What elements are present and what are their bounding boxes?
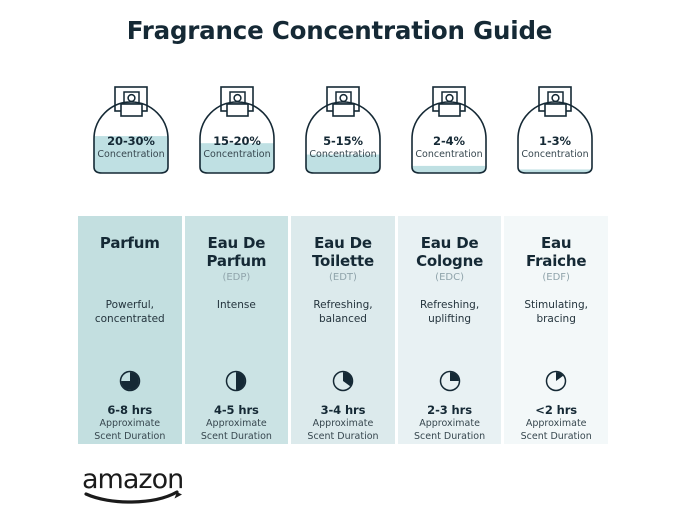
clock-pie-icon <box>226 370 247 392</box>
fragrance-columns: Parfum Powerful, concentrated 6-8 hrs Approx… <box>78 216 608 444</box>
duration-caption: Approximate <box>419 418 480 429</box>
fragrance-description: Stimulating, bracing <box>524 299 588 325</box>
bottle-cell: 1-3% Concentration <box>502 78 608 206</box>
duration-caption-2: Scent Duration <box>200 430 272 442</box>
clock-icon-wrap <box>398 368 502 394</box>
clock-pie-icon <box>439 370 460 392</box>
page-title: Fragrance Concentration Guide <box>126 16 553 45</box>
duration-value: <2 hrs <box>535 403 578 417</box>
duration-caption: Approximate <box>206 418 267 429</box>
bottle-row: 20-30% Concentration 15-20% Concentration 5-… <box>78 78 608 206</box>
bottle-cell: 5-15% Concentration <box>290 78 396 206</box>
perfume-bottle-icon <box>517 86 593 174</box>
fragrance-abbreviation: (EDT) <box>329 272 357 283</box>
bottle-cell: 15-20% Concentration <box>184 78 290 206</box>
duration-caption-2: Scent Duration <box>520 430 592 442</box>
perfume-bottle-icon <box>411 86 487 174</box>
perfume-bottle-icon <box>199 86 275 174</box>
clock-icon-wrap <box>185 368 289 394</box>
duration-caption-2: Scent Duration <box>414 430 486 442</box>
duration-caption-2: Scent Duration <box>94 430 166 442</box>
fragrance-name: Eau De Cologne <box>416 234 484 270</box>
amazon-logo: amazon <box>82 463 202 505</box>
duration-group: 2-3 hrs Approximate Scent Duration <box>398 403 502 443</box>
fragrance-name: Eau Fraiche <box>526 234 587 270</box>
bottle-cell: 2-4% Concentration <box>396 78 502 206</box>
fragrance-name: Eau De Toilette <box>312 234 374 270</box>
fragrance-abbreviation: (EDF) <box>542 272 570 283</box>
svg-text:amazon: amazon <box>82 464 183 495</box>
fragrance-name: Eau De Parfum <box>206 234 267 270</box>
bottle-cell: 20-30% Concentration <box>78 78 184 206</box>
fragrance-description: Refreshing, uplifting <box>419 299 480 325</box>
fragrance-name: Parfum <box>99 234 160 252</box>
clock-icon-wrap <box>291 368 395 394</box>
duration-caption: Approximate <box>525 418 587 429</box>
clock-pie-icon <box>119 370 141 392</box>
fragrance-description: Powerful, concentrated <box>94 299 165 325</box>
duration-caption-2: Scent Duration <box>307 430 379 442</box>
duration-value: 6-8 hrs <box>107 403 153 417</box>
fragrance-description: Intense <box>216 299 256 311</box>
fragrance-column[interactable]: Eau De Parfum (EDP) Intense 4-5 hrs Approxima… <box>184 216 289 444</box>
clock-pie-icon <box>545 370 567 392</box>
duration-value: 3-4 hrs <box>320 403 366 417</box>
clock-icon-wrap <box>78 368 182 394</box>
fragrance-column[interactable]: Eau De Cologne (EDC) Refreshing, uplifting 2-… <box>397 216 502 444</box>
clock-pie-icon <box>332 370 354 392</box>
clock-icon-wrap <box>504 368 608 394</box>
perfume-bottle-icon <box>93 86 169 174</box>
duration-caption: Approximate <box>99 418 161 429</box>
duration-value: 4-5 hrs <box>213 403 259 417</box>
duration-caption: Approximate <box>312 418 374 429</box>
duration-group: <2 hrs Approximate Scent Duration <box>504 403 608 443</box>
duration-group: 3-4 hrs Approximate Scent Duration <box>291 403 395 443</box>
fragrance-column[interactable]: Eau De Toilette (EDT) Refreshing, balanced 3-… <box>291 216 395 444</box>
duration-value: 2-3 hrs <box>427 403 472 417</box>
fragrance-abbreviation: (EDP) <box>222 272 251 283</box>
fragrance-description: Refreshing, balanced <box>313 299 373 325</box>
duration-group: 6-8 hrs Approximate Scent Duration <box>78 403 182 443</box>
perfume-bottle-icon <box>305 86 381 174</box>
fragrance-abbreviation: (EDC) <box>435 272 464 283</box>
duration-group: 4-5 hrs Approximate Scent Duration <box>185 403 289 443</box>
fragrance-column[interactable]: Eau Fraiche (EDF) Stimulating, bracing <2 hrs… <box>504 216 608 444</box>
fragrance-column[interactable]: Parfum Powerful, concentrated 6-8 hrs Approx… <box>78 216 182 444</box>
